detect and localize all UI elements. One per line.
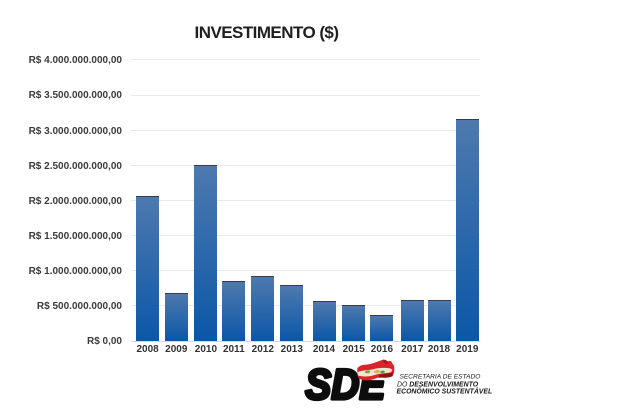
svg-text:ECONÔMICO SUSTENTÁVEL: ECONÔMICO SUSTENTÁVEL (397, 387, 493, 396)
svg-text:SECRETARIA DE ESTADO: SECRETARIA DE ESTADO (400, 374, 481, 381)
svg-text:DO DESENVOLVIMENTO: DO DESENVOLVIMENTO (397, 381, 479, 388)
